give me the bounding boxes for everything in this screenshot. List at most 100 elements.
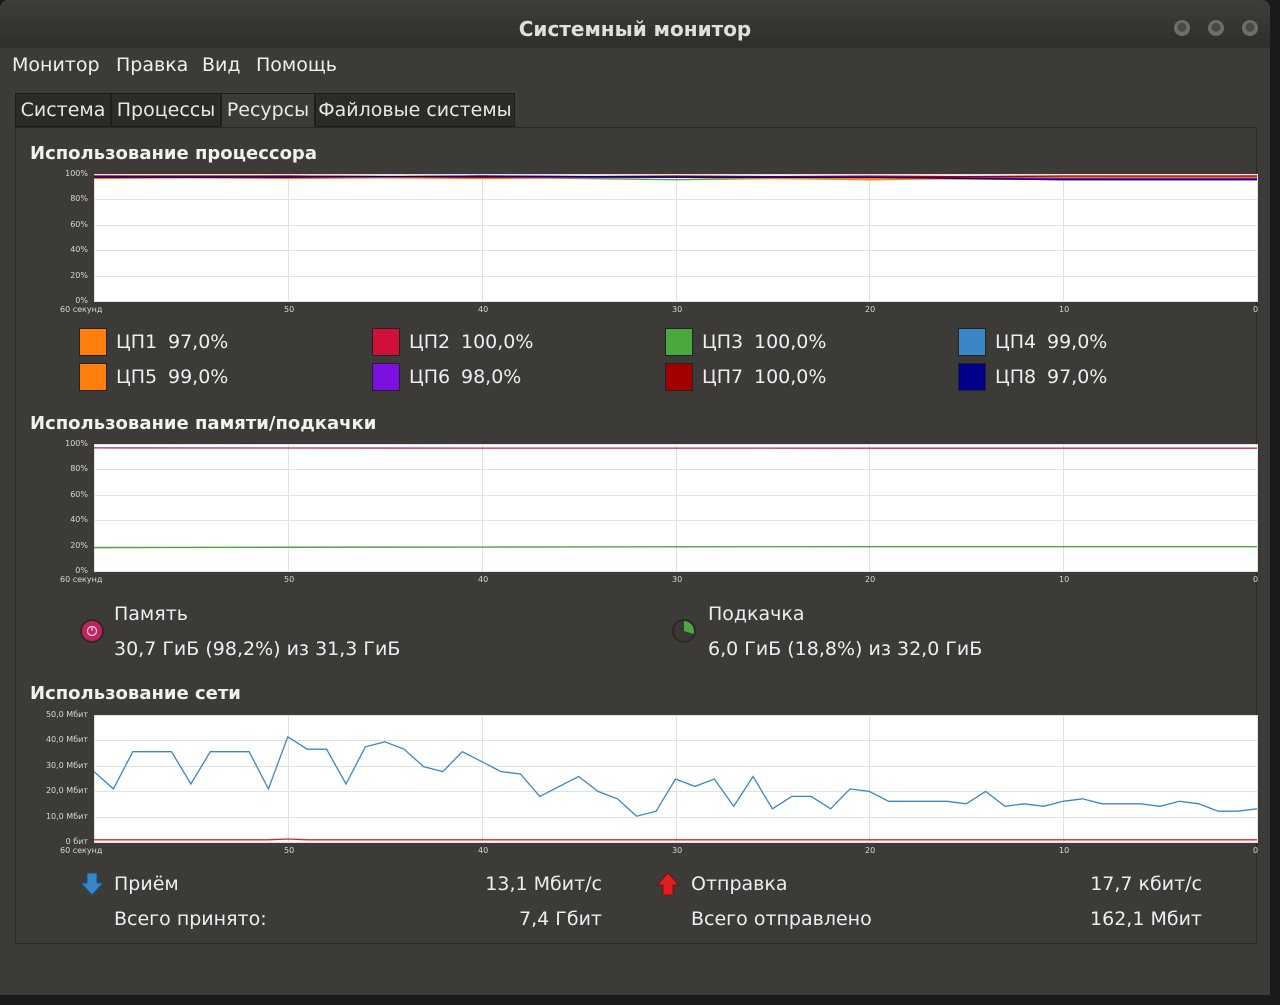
download-arrow-icon: [79, 872, 105, 896]
y-tick-label: 40%: [70, 515, 88, 524]
tab-resources[interactable]: Ресурсы: [221, 93, 315, 127]
x-tick-label: 60 секунд: [60, 846, 103, 855]
cpu-value: 99,0%: [1047, 331, 1108, 353]
cpu-color-swatch[interactable]: [79, 328, 107, 356]
x-tick-label: 30: [672, 305, 683, 314]
x-tick-label: 10: [1059, 575, 1070, 584]
x-tick-label: 10: [1059, 305, 1070, 314]
cpu-name: ЦП1: [116, 331, 158, 353]
y-tick-label: 20%: [70, 541, 88, 550]
cpu-color-swatch[interactable]: [958, 328, 986, 356]
y-tick-label: 40%: [70, 245, 88, 254]
g-cpu-svg: [94, 174, 1258, 302]
x-tick-label: 50: [284, 575, 295, 584]
x-tick-label: 30: [672, 846, 683, 855]
cpu-color-swatch[interactable]: [372, 363, 400, 391]
g-net-svg: [94, 715, 1258, 843]
cpu-value: 97,0%: [1047, 366, 1108, 388]
y-tick-label: 0%: [75, 566, 88, 575]
memory-value: 30,7 ГиБ (98,2%) из 31,3 ГиБ: [114, 638, 401, 660]
tab-filesystems[interactable]: Файловые системы: [315, 93, 515, 127]
memory-pie-icon: [79, 618, 105, 644]
cpu-color-swatch[interactable]: [665, 363, 693, 391]
g-mem-svg: [94, 444, 1258, 572]
cpu-name: ЦП5: [116, 366, 158, 388]
x-tick-label: 40: [478, 575, 489, 584]
cpu-value: 99,0%: [168, 366, 229, 388]
memory-section-title: Использование памяти/подкачки: [30, 413, 377, 434]
x-tick-label: 40: [478, 846, 489, 855]
x-tick-label: 60 секунд: [60, 305, 103, 314]
window-title: Системный монитор: [518, 17, 752, 41]
cpu-name: ЦП8: [995, 366, 1037, 388]
cpu-value: 98,0%: [461, 366, 522, 388]
receive-label: Приём: [114, 873, 179, 895]
y-tick-label: 20%: [70, 271, 88, 280]
tab-system[interactable]: Система: [15, 93, 111, 127]
cpu-color-swatch[interactable]: [958, 363, 986, 391]
title-bar[interactable]: Системный монитор: [0, 0, 1270, 48]
upload-arrow-icon: [655, 872, 681, 896]
cpu-value: 97,0%: [168, 331, 229, 353]
x-tick-label: 20: [865, 575, 876, 584]
cpu-value: 100,0%: [754, 366, 827, 388]
y-tick-label: 40,0 Мбит: [45, 735, 88, 744]
y-tick-label: 10,0 Мбит: [45, 812, 88, 821]
tab-processes[interactable]: Процессы: [111, 93, 221, 127]
menu-edit[interactable]: Правка: [116, 54, 189, 76]
cpu-color-swatch[interactable]: [372, 328, 400, 356]
series-line-Приём: [94, 735, 1258, 817]
y-tick-label: 60%: [70, 220, 88, 229]
y-tick-label: 20,0 Мбит: [45, 786, 88, 795]
cpu-graph: [94, 174, 1258, 302]
y-tick-label: 100%: [65, 439, 88, 448]
cpu-section-title: Использование процессора: [30, 143, 317, 164]
x-tick-label: 30: [672, 575, 683, 584]
cpu-value: 100,0%: [754, 331, 827, 353]
cpu-color-swatch[interactable]: [665, 328, 693, 356]
close-button[interactable]: [1242, 20, 1258, 36]
y-tick-label: 100%: [65, 169, 88, 178]
menu-view[interactable]: Вид: [202, 54, 241, 76]
cpu-name: ЦП7: [702, 366, 744, 388]
cpu-name: ЦП6: [409, 366, 451, 388]
x-tick-label: 0: [1253, 575, 1259, 584]
cpu-color-swatch[interactable]: [79, 363, 107, 391]
receive-total-label: Всего принято:: [114, 908, 267, 930]
receive-rate: 13,1 Мбит/с: [485, 873, 602, 895]
swap-label: Подкачка: [708, 603, 805, 625]
menu-monitor[interactable]: Монитор: [12, 54, 100, 76]
y-tick-label: 0%: [75, 296, 88, 305]
memory-label: Память: [114, 603, 188, 625]
x-tick-label: 20: [865, 305, 876, 314]
y-tick-label: 30,0 Мбит: [45, 761, 88, 770]
cpu-name: ЦП3: [702, 331, 744, 353]
maximize-button[interactable]: [1208, 20, 1224, 36]
x-tick-label: 0: [1253, 305, 1259, 314]
cpu-value: 100,0%: [461, 331, 534, 353]
minimize-button[interactable]: [1174, 20, 1190, 36]
menu-help[interactable]: Помощь: [256, 54, 337, 76]
receive-total: 7,4 Гбит: [519, 908, 602, 930]
x-tick-label: 50: [284, 846, 295, 855]
x-tick-label: 10: [1059, 846, 1070, 855]
series-line-Подкачка: [94, 546, 1257, 549]
send-total: 162,1 Мбит: [1090, 908, 1202, 930]
series-line-Отправка: [94, 838, 1257, 841]
x-tick-label: 40: [478, 305, 489, 314]
series-line-ЦП7: [94, 175, 1257, 178]
menu-bar: Монитор Правка Вид Помощь: [0, 48, 1270, 84]
x-tick-label: 50: [284, 305, 295, 314]
resources-panel: Использование процессора ЦП1 97,0% ЦП2 100,…: [15, 127, 1259, 944]
send-rate: 17,7 кбит/с: [1090, 873, 1202, 895]
send-label: Отправка: [691, 873, 788, 895]
send-total-label: Всего отправлено: [691, 908, 872, 930]
x-tick-label: 20: [865, 846, 876, 855]
y-tick-label: 50,0 Мбит: [45, 710, 88, 719]
x-tick-label: 60 секунд: [60, 575, 103, 584]
swap-value: 6,0 ГиБ (18,8%) из 32,0 ГиБ: [708, 638, 983, 660]
cpu-name: ЦП4: [995, 331, 1037, 353]
network-section-title: Использование сети: [30, 683, 241, 704]
y-tick-label: 60%: [70, 490, 88, 499]
